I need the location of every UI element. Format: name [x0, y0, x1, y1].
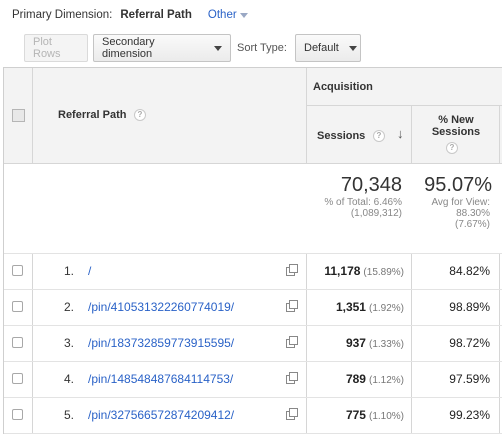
open-link-icon[interactable]: [286, 408, 298, 420]
plot-rows-button[interactable]: Plot Rows: [24, 34, 88, 62]
sessions-value: 937: [345, 336, 366, 350]
primary-dimension-current[interactable]: Referral Path: [120, 9, 192, 21]
sort-descending-icon[interactable]: ↓: [397, 126, 404, 141]
referral-path-link[interactable]: /pin/148548487684114753/: [88, 372, 234, 386]
referral-path-link[interactable]: /pin/183732859773915595/: [88, 336, 235, 350]
sessions-value: 1,351: [335, 300, 366, 314]
open-link-icon[interactable]: [286, 336, 298, 348]
new-sessions-value: 99.23%: [449, 408, 490, 422]
primary-dimension-other-link[interactable]: Other: [207, 9, 237, 21]
table-row: 2. /pin/410531322260774019/ 1,351 (1.92%)…: [4, 290, 502, 325]
total-new-sessions-avg: 88.30%: [456, 208, 490, 219]
new-sessions-value: 97.59%: [449, 372, 490, 386]
chevron-down-icon: [214, 45, 222, 51]
sort-type-label: Sort Type:: [237, 42, 287, 54]
sessions-percent: (1.33%): [368, 339, 404, 350]
column-divider: [499, 105, 500, 434]
row-index: 2.: [63, 300, 74, 314]
row-index: 4.: [63, 372, 74, 386]
row-checkbox[interactable]: [12, 265, 23, 276]
row-checkbox[interactable]: [12, 301, 23, 312]
header-divider: [4, 163, 502, 164]
sessions-value: 11,178: [324, 264, 361, 278]
chevron-down-icon: [348, 45, 357, 51]
table-row: 4. /pin/148548487684114753/ 789 (1.12%) 9…: [4, 362, 502, 397]
sessions-value: 789: [345, 372, 366, 386]
row-divider: [4, 253, 502, 254]
row-index: 3.: [63, 336, 74, 350]
row-divider: [4, 361, 502, 362]
column-divider: [411, 105, 412, 434]
new-sessions-value: 84.82%: [449, 264, 490, 278]
column-header-referral-path[interactable]: Referral Path: [58, 109, 127, 121]
referral-path-link[interactable]: /pin/327566572874209412/: [88, 408, 235, 422]
total-new-sessions-value: 95.07%: [424, 174, 492, 196]
total-sessions-percent: % of Total: 6.46%: [324, 197, 402, 208]
total-new-sessions-label: Avg for View:: [431, 197, 490, 208]
sessions-percent: (15.89%): [363, 267, 404, 278]
help-icon[interactable]: ?: [373, 130, 385, 142]
referral-path-link[interactable]: /pin/410531322260774019/: [88, 300, 235, 314]
sessions-percent: (1.12%): [368, 375, 404, 386]
table-row: 5. /pin/327566572874209412/ 775 (1.10%) 9…: [4, 398, 502, 433]
primary-dimension-bar: Primary Dimension: Referral Path Other: [0, 0, 502, 30]
header-divider: [306, 105, 502, 106]
open-link-icon[interactable]: [286, 264, 298, 276]
secondary-dimension-label: Secondary dimension: [102, 36, 155, 60]
sort-type-value: Default: [304, 42, 339, 54]
open-link-icon[interactable]: [286, 372, 298, 384]
sessions-percent: (1.10%): [368, 411, 404, 422]
sessions-cell: 1,351 (1.92%): [306, 300, 404, 314]
secondary-dimension-dropdown[interactable]: Secondary dimension: [93, 34, 231, 62]
table-header: [4, 68, 502, 163]
open-link-icon[interactable]: [286, 300, 298, 312]
sessions-cell: 789 (1.12%): [306, 372, 404, 386]
row-divider: [4, 325, 502, 326]
table-toolbar: Plot Rows Secondary dimension Sort Type:…: [0, 30, 502, 66]
chevron-down-icon[interactable]: [239, 12, 248, 18]
sessions-cell: 775 (1.10%): [306, 408, 404, 422]
sort-type-dropdown[interactable]: Default: [295, 34, 361, 62]
row-checkbox[interactable]: [12, 373, 23, 384]
total-sessions-overall: (1,089,312): [350, 208, 402, 219]
sessions-cell: 937 (1.33%): [306, 336, 404, 350]
total-sessions-value: 70,348: [340, 174, 402, 196]
row-index: 5.: [63, 408, 74, 422]
primary-dimension-label: Primary Dimension:: [12, 9, 113, 21]
sessions-cell: 11,178 (15.89%): [306, 264, 404, 278]
data-table: Referral Path ? Acquisition Sessions ? ↓…: [3, 67, 502, 434]
new-sessions-value: 98.89%: [449, 300, 490, 314]
row-divider: [4, 289, 502, 290]
row-divider: [4, 397, 502, 398]
column-header-new-sessions-line2[interactable]: Sessions: [431, 126, 481, 138]
referral-path-link[interactable]: /: [88, 264, 92, 278]
table-row: 3. /pin/183732859773915595/ 937 (1.33%) 9…: [4, 326, 502, 361]
row-checkbox[interactable]: [12, 337, 23, 348]
column-header-new-sessions-line1[interactable]: % New: [438, 114, 474, 126]
select-all-checkbox[interactable]: [12, 109, 25, 122]
sessions-percent: (1.92%): [368, 303, 404, 314]
row-checkbox[interactable]: [12, 409, 23, 420]
totals-row: [4, 164, 502, 253]
new-sessions-value: 98.72%: [449, 336, 490, 350]
help-icon[interactable]: ?: [446, 142, 458, 154]
column-group-acquisition: Acquisition: [313, 81, 373, 93]
sessions-value: 775: [345, 408, 366, 422]
table-row: 1. / 11,178 (15.89%) 84.82%: [4, 254, 502, 289]
row-index: 1.: [63, 264, 74, 278]
help-icon[interactable]: ?: [134, 109, 146, 121]
column-header-sessions[interactable]: Sessions: [317, 130, 366, 142]
total-new-sessions-delta: (7.67%): [454, 219, 490, 230]
